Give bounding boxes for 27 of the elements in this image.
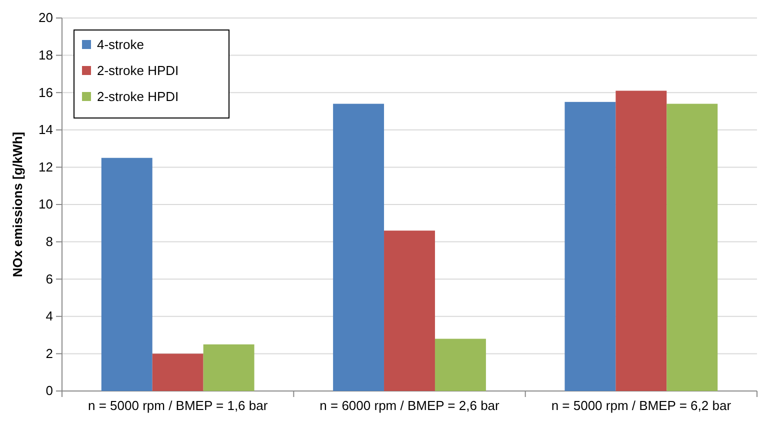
bar bbox=[152, 354, 204, 391]
bar bbox=[101, 158, 152, 391]
bar bbox=[666, 104, 718, 391]
bar bbox=[616, 90, 667, 391]
legend-label: 2-stroke HPDI bbox=[97, 89, 179, 104]
bar bbox=[564, 102, 616, 391]
y-tick-label: 8 bbox=[46, 234, 53, 249]
legend-label: 4-stroke bbox=[97, 37, 144, 52]
y-tick-label: 2 bbox=[46, 346, 53, 361]
bar bbox=[434, 338, 486, 391]
y-tick-label: 20 bbox=[38, 10, 53, 26]
y-tick-label: 10 bbox=[38, 196, 53, 212]
legend-label: 2-stroke HPDI bbox=[97, 63, 179, 78]
y-tick-label: 6 bbox=[46, 271, 53, 286]
y-tick-label: 14 bbox=[38, 122, 53, 138]
y-tick-label: 0 bbox=[46, 383, 53, 398]
y-tick-label: 12 bbox=[38, 159, 53, 174]
y-tick-label: 18 bbox=[38, 47, 53, 62]
y-axis-title: NOx emissions [g/kWh] bbox=[10, 132, 25, 278]
bar bbox=[333, 104, 384, 391]
bar bbox=[384, 230, 435, 391]
x-tick-label: n = 5000 rpm / BMEP = 1,6 bar bbox=[88, 398, 268, 414]
x-tick-label: n = 6000 rpm / BMEP = 2,6 bar bbox=[320, 398, 500, 414]
y-tick-label: 16 bbox=[38, 84, 53, 100]
x-tick-label: n = 5000 rpm / BMEP = 6,2 bar bbox=[551, 398, 732, 414]
bar bbox=[203, 344, 254, 391]
y-tick-label: 4 bbox=[46, 308, 53, 324]
